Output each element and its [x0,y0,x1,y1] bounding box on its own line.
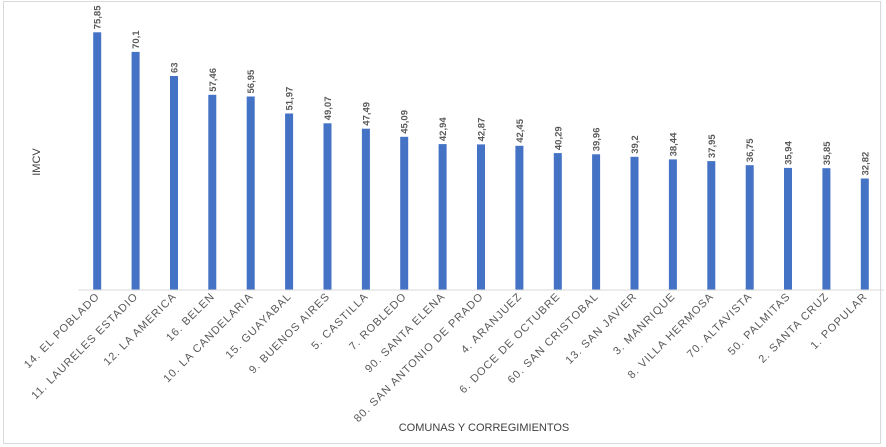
bar [860,178,869,290]
x-tick-label: 70. ALTAVISTA [685,291,755,361]
data-label: 42,87 [477,118,488,142]
bar [515,145,524,290]
bar [784,167,792,290]
bar [170,76,178,290]
bar [668,159,677,290]
bar [400,136,409,290]
x-tick-label: 12. LA AMERICA [102,291,180,369]
x-tick-label: 14. EL POBLADO [22,291,102,371]
x-tick-label: 15. GUAYABAL [223,291,294,362]
data-label: 75,85 [93,5,104,29]
data-labels-group: 75,85 70,1 63 57,46 56,95 51,97 49,07 47,49 45,0… [93,5,872,176]
data-label: 56,95 [246,69,257,93]
bar [707,161,716,290]
data-label: 35,85 [822,141,833,165]
data-label: 35,94 [784,140,795,164]
bar [131,51,140,291]
bar [208,94,217,290]
x-axis-title: COMUNAS Y CORREGIMIENTOS [399,422,570,434]
data-label: 37,95 [707,134,718,158]
bar [477,144,485,290]
bar [323,123,332,290]
bar [93,32,102,291]
data-label: 32,82 [860,152,871,176]
data-label: 49,07 [323,97,334,121]
bar [745,165,754,290]
y-axis-title: IMCV [31,148,43,176]
data-label: 39,96 [592,128,603,152]
data-label: 51,97 [285,87,296,111]
data-label: 70,1 [131,30,142,49]
data-label: 47,49 [361,102,372,126]
data-label: 39,2 [630,135,641,154]
data-label: 40,29 [553,126,564,150]
bar [361,128,370,290]
bar [438,144,447,290]
data-label: 45,09 [400,110,411,134]
data-label: 38,44 [668,132,679,156]
data-label: 42,45 [515,118,526,142]
bars-group [93,32,869,291]
data-label: 63 [170,62,181,73]
bar [592,154,601,290]
bar [285,113,294,290]
data-label: 36,75 [745,138,756,162]
bar [553,153,562,290]
bar [630,156,639,290]
x-tick-label: 13. SAN JAVIER [563,291,639,367]
bar [822,168,831,290]
data-label: 42,94 [438,117,449,141]
bar [246,96,255,290]
x-tick-label: 2. SANTA CRUZ [757,291,832,366]
data-label: 57,46 [208,68,219,92]
